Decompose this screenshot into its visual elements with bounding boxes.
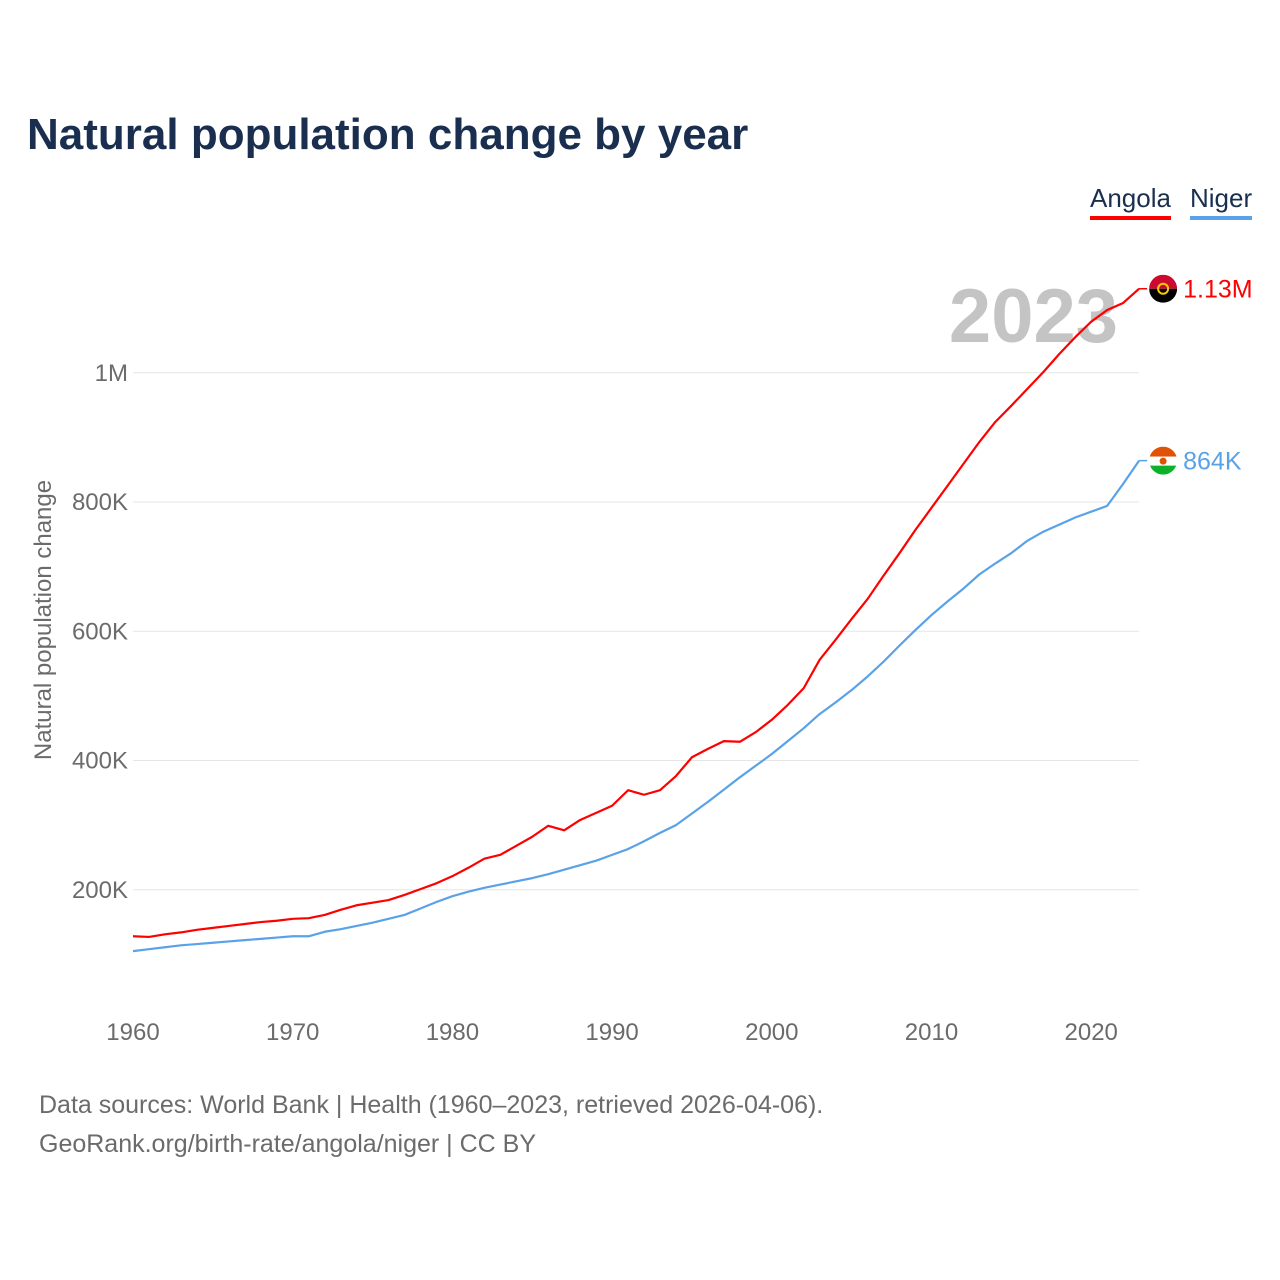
footer: Data sources: World Bank | Health (1960–… [39, 1086, 823, 1164]
y-tick-label: 400K [72, 748, 128, 775]
year-annotation: 2023 [949, 274, 1118, 359]
angola-flag-icon [1149, 274, 1178, 303]
x-tick-label: 2020 [1065, 1019, 1118, 1046]
x-tick-label: 1990 [585, 1019, 638, 1046]
x-tick-label: 1960 [106, 1019, 159, 1046]
y-tick-label: 600K [72, 618, 128, 645]
flag-stripe [1149, 446, 1178, 457]
end-value-label: 864K [1183, 448, 1242, 476]
y-tick-label: 800K [72, 489, 128, 516]
flag-stripe [1149, 274, 1178, 289]
x-tick-label: 1980 [426, 1019, 479, 1046]
flag-stripe [1149, 465, 1178, 475]
x-tick-label: 2000 [745, 1019, 798, 1046]
niger-flag-icon [1149, 446, 1178, 475]
end-value-label: 1.13M [1183, 276, 1252, 304]
x-tick-label: 2010 [905, 1019, 958, 1046]
y-axis-label: Natural population change [30, 480, 57, 760]
chart-title: Natural population change by year [27, 110, 749, 159]
flag-stripe [1149, 288, 1178, 303]
legend-angola[interactable]: Angola [1090, 183, 1171, 220]
footer-sources: Data sources: World Bank | Health (1960–… [39, 1091, 824, 1119]
y-tick-label: 200K [72, 877, 128, 904]
footer-link[interactable]: GeoRank.org/birth-rate/angola/niger | CC… [39, 1130, 537, 1158]
flag-emblem [1157, 282, 1170, 295]
x-tick-label: 1970 [266, 1019, 319, 1046]
series-line-angola [132, 287, 1140, 939]
legend-niger[interactable]: Niger [1190, 183, 1253, 220]
flag-body [1149, 274, 1178, 303]
flag-body [1149, 446, 1178, 475]
y-tick-label: 1M [95, 360, 128, 387]
flag-emblem [1159, 457, 1167, 465]
series-line-niger [132, 460, 1141, 953]
